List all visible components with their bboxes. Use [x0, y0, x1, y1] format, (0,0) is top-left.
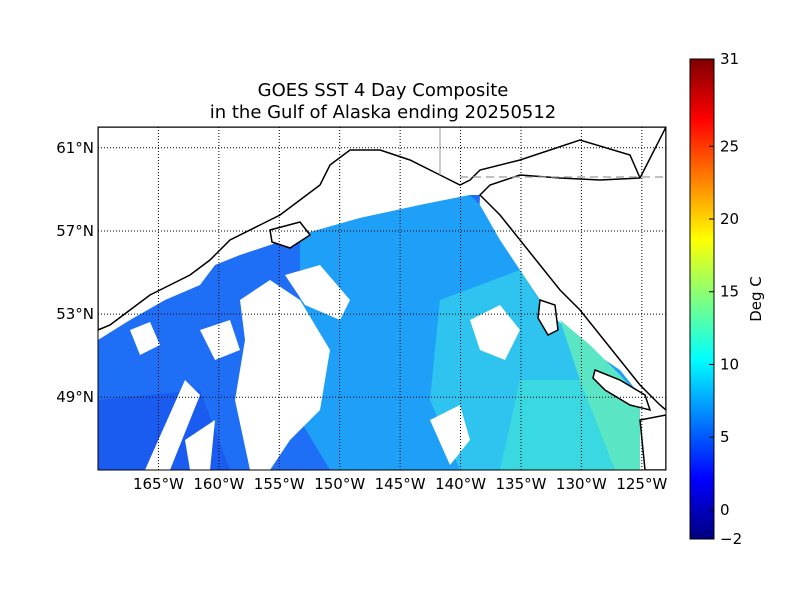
cloud-gap-2 — [185, 420, 215, 470]
longitude-label: 165°W — [133, 475, 184, 493]
cloud-gap-1 — [145, 380, 200, 470]
sst-coastal-warm — [560, 320, 640, 470]
latitude-label: 53°N — [56, 305, 94, 323]
colorbar-ticks: −2 0 5 10 15 20 25 31 — [709, 50, 742, 548]
longitude-label: 125°W — [616, 475, 667, 493]
colorbar-tick-label: 10 — [720, 355, 739, 373]
longitude-label: 145°W — [375, 475, 426, 493]
latitude-label: 57°N — [56, 222, 94, 240]
map-title-line-1: GOES SST 4 Day Composite — [257, 80, 509, 101]
map-panel — [98, 127, 666, 470]
cloud-gap-3 — [235, 280, 330, 470]
colorbar-tick-label: 31 — [720, 50, 739, 68]
colorbar — [689, 58, 715, 540]
cloud-gap-7 — [130, 322, 160, 355]
island-haida-gwaii — [537, 298, 559, 336]
colorbar-tick-label: 25 — [720, 137, 739, 155]
latitude-label: 61°N — [56, 139, 94, 157]
longitude-label: 150°W — [314, 475, 365, 493]
island-kodiak — [269, 221, 312, 249]
longitude-label: 130°W — [556, 475, 607, 493]
colorbar-tick-label: 15 — [720, 283, 739, 301]
cloud-gap-8 — [200, 320, 240, 360]
land-washington — [639, 414, 666, 470]
longitude-label: 140°W — [435, 475, 486, 493]
island-vancouver — [592, 368, 652, 412]
longitude-label: 135°W — [495, 475, 546, 493]
cloud-gap-5 — [470, 305, 520, 360]
graticule — [98, 127, 666, 470]
longitude-labels: 165°W 160°W 155°W 150°W 145°W 140°W 135°W 130°W… — [133, 475, 668, 493]
latitude-labels: 61°N 57°N 53°N 49°N — [56, 139, 94, 406]
colorbar-tick-label: −2 — [720, 530, 742, 548]
map-frame — [97, 126, 667, 471]
latitude-label: 49°N — [56, 388, 94, 406]
colorbar-tick-label: 0 — [720, 501, 730, 519]
colorbar-label: Deg C — [747, 276, 765, 322]
cloud-gap-6 — [430, 405, 470, 465]
longitude-label: 160°W — [193, 475, 244, 493]
longitude-label: 155°W — [254, 475, 305, 493]
colorbar-tick-label: 20 — [720, 210, 739, 228]
sst-field — [98, 195, 640, 470]
colorbar-tick-label: 5 — [720, 428, 730, 446]
cloud-gap-4 — [285, 265, 350, 320]
map-title-line-2: in the Gulf of Alaska ending 20250512 — [209, 102, 557, 123]
